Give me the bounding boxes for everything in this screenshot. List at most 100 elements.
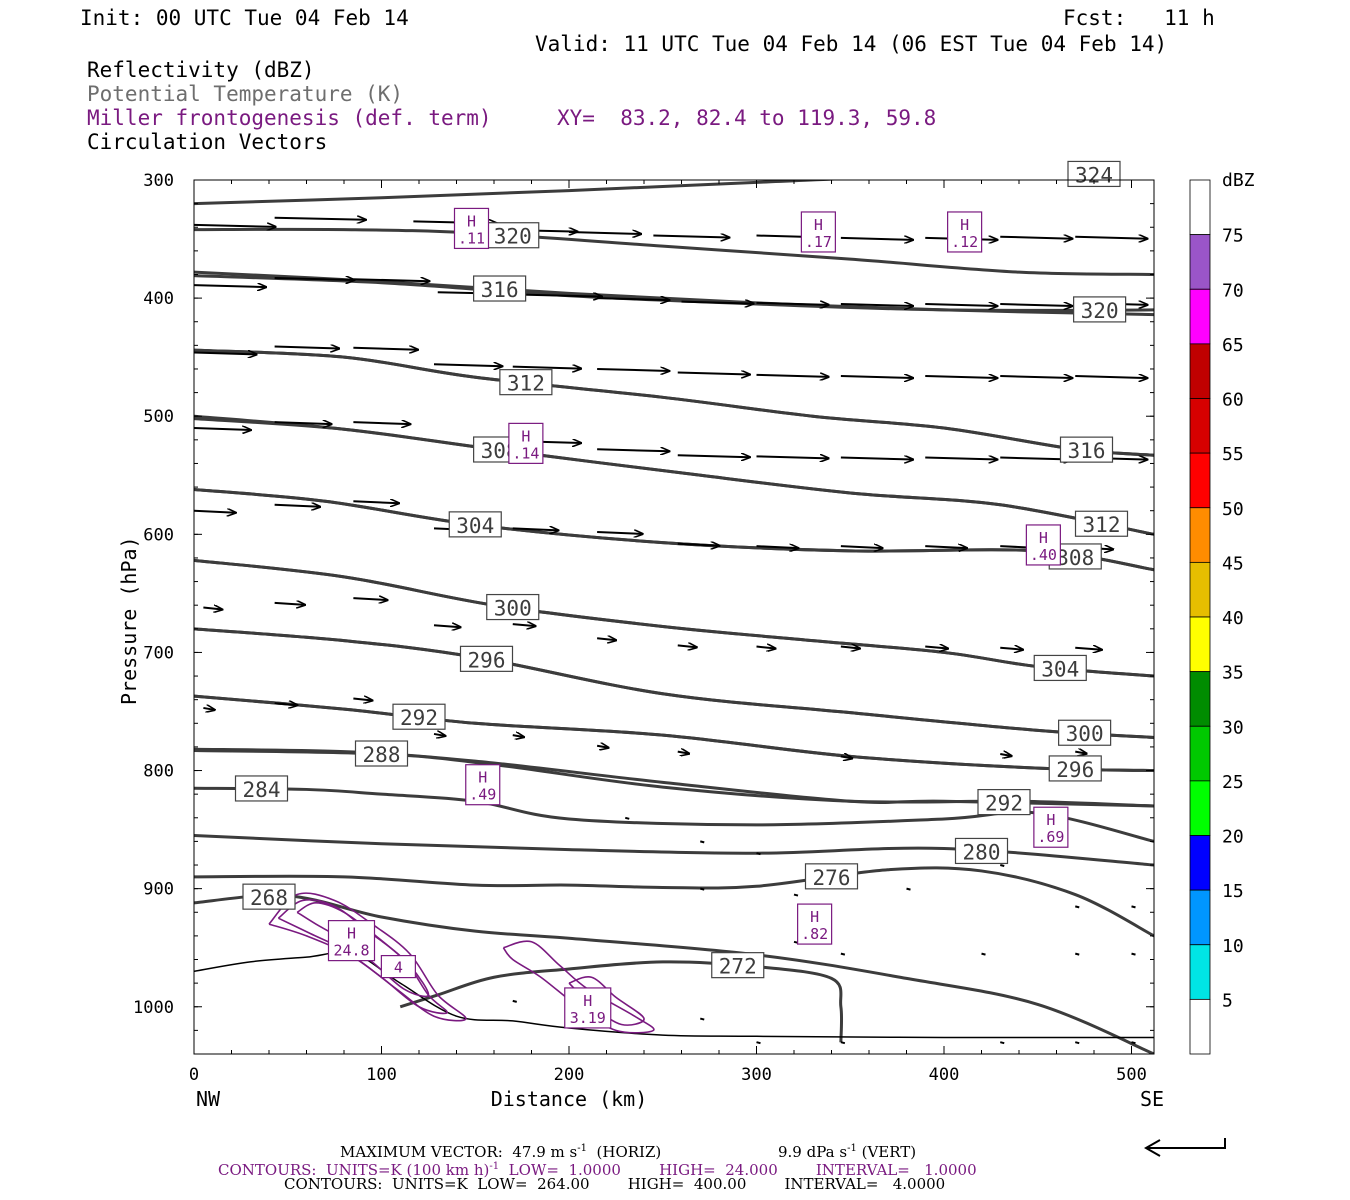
frontogenesis-label-value: .14: [512, 444, 539, 462]
circulation-vector: [840, 458, 913, 460]
circulation-vector: [677, 645, 697, 647]
theta-label-text: 300: [1066, 722, 1104, 746]
frontogenesis-label-box: [564, 987, 612, 1029]
reference-vector-head: [1143, 1139, 1161, 1157]
colorbar-segment: [1189, 944, 1211, 1000]
frontogenesis-contour: [502, 940, 655, 1034]
theta-label-312: 312: [499, 369, 553, 396]
theta-label-box: [448, 511, 502, 538]
field-frontogenesis: Miller frontogenesis (def. term): [87, 106, 492, 130]
theta-label-text: 280: [963, 840, 1001, 864]
circulation-vector: [353, 598, 387, 600]
theta-label-text: 268: [250, 886, 288, 910]
y-tick-label: 1000: [133, 998, 174, 1018]
theta-label-box: [486, 593, 540, 621]
frontogenesis-contour-info: CONTOURS: UNITS=K (100 km h)-1 LOW= 1.00…: [218, 1161, 977, 1179]
circulation-vector: [756, 852, 761, 856]
frontogenesis-label-box: [327, 920, 376, 962]
theta-label-text: 304: [1041, 657, 1079, 681]
colorbar-segment: [1189, 343, 1211, 399]
theta-label-304: 304: [1033, 654, 1087, 681]
circulation-vector: [274, 505, 321, 507]
field-reflectivity: Reflectivity (dBZ): [87, 58, 315, 82]
circulation-vector: [1075, 1041, 1080, 1045]
theta-contour-316: [194, 270, 1154, 317]
frontogenesis-label-box: [800, 211, 836, 253]
circulation-vector: [597, 298, 669, 300]
frontogenesis-label-box: [1033, 806, 1069, 848]
circulation-vector: [925, 458, 997, 460]
frontogenesis-label-h: H: [960, 216, 969, 234]
frontogenesis-label-value: .40: [1030, 546, 1057, 564]
frontogenesis-label-value: .69: [1037, 828, 1064, 846]
circulation-vector: [1131, 905, 1136, 909]
init-time: Init: 00 UTC Tue 04 Feb 14: [80, 6, 409, 30]
colorbar-segment: [1189, 998, 1211, 1055]
circulation-vector: [906, 887, 911, 891]
circulation-vector: [274, 422, 332, 424]
circulation-vector: [677, 752, 689, 754]
theta-label-324: 324: [1067, 160, 1121, 187]
plot-frame: [193, 179, 1155, 1055]
colorbar-title: dBZ: [1222, 170, 1255, 191]
circulation-vector: [1075, 905, 1080, 909]
theta-label-268: 268: [242, 883, 296, 910]
theta-contour-272: [399, 960, 844, 1043]
circulation-vector: [1075, 376, 1147, 378]
circulation-vector: [194, 428, 251, 430]
frontogenesis-label-box: [453, 207, 490, 250]
theta-label-text: 320: [1081, 299, 1119, 323]
circulation-vector: [840, 647, 860, 649]
circulation-vector: [756, 375, 829, 377]
circulation-vector: [597, 369, 669, 371]
circulation-vector: [353, 279, 429, 281]
frontogenesis-label-h: H: [814, 216, 823, 234]
theta-label-box: [459, 645, 514, 672]
circulation-vector: [353, 501, 399, 503]
y-tick-label: 800: [143, 762, 174, 782]
frontogenesis-label-h: H: [478, 769, 487, 787]
circulation-vector: [1131, 1041, 1136, 1045]
frontogenesis-max-label: H.17: [800, 211, 836, 253]
forecast-hour: Fcst: 11 h: [1063, 6, 1215, 30]
theta-label-box: [1074, 510, 1129, 537]
x-tick-label: 400: [929, 1065, 960, 1085]
theta-label-text: 316: [1068, 439, 1106, 463]
circulation-vector: [840, 756, 852, 758]
colorbar-label: 60: [1222, 390, 1244, 411]
colorbar-segment: [1189, 288, 1211, 345]
frontogenesis-max-label: H3.19: [564, 987, 612, 1029]
theta-label-280: 280: [954, 837, 1009, 864]
reference-vector: [1148, 1138, 1226, 1149]
colorbar-label: 40: [1222, 608, 1244, 629]
theta-label-text: 300: [494, 597, 532, 621]
circulation-vector: [1075, 952, 1080, 956]
field-potential-temperature: Potential Temperature (K): [87, 82, 404, 106]
theta-label-text: 296: [468, 648, 506, 672]
theta-contour-324: [194, 180, 846, 206]
colorbar-label: 30: [1222, 717, 1244, 738]
colorbar-segment: [1189, 835, 1211, 891]
circulation-vector: [756, 1041, 761, 1045]
theta-label-text: 276: [813, 866, 851, 890]
frontogenesis-label-value: .12: [951, 233, 978, 251]
circulation-vector: [677, 544, 720, 546]
theta-contour-300: [194, 558, 1154, 678]
circulation-vector: [512, 735, 524, 737]
frontogenesis-max-label: H.12: [947, 211, 983, 253]
terrain-line: [194, 951, 1154, 1039]
circulation-vector: [700, 1017, 705, 1021]
circulation-vector: [677, 373, 750, 375]
y-tick-label: 600: [143, 525, 174, 545]
theta-contour-info: CONTOURS: UNITS=K LOW= 264.00 HIGH= 400.…: [284, 1175, 946, 1193]
theta-contour-268: [194, 893, 1154, 1054]
colorbar-label: 50: [1222, 499, 1244, 520]
circulation-vector: [194, 352, 257, 354]
circulation-vector: [274, 218, 366, 220]
theta-label-316: 316: [1059, 436, 1114, 463]
theta-label-text: 308: [1056, 546, 1094, 570]
circulation-vector: [681, 302, 754, 304]
y-tick-label: 700: [143, 643, 174, 663]
theta-label-text: 312: [1083, 513, 1121, 537]
theta-label-316: 316: [473, 275, 527, 302]
